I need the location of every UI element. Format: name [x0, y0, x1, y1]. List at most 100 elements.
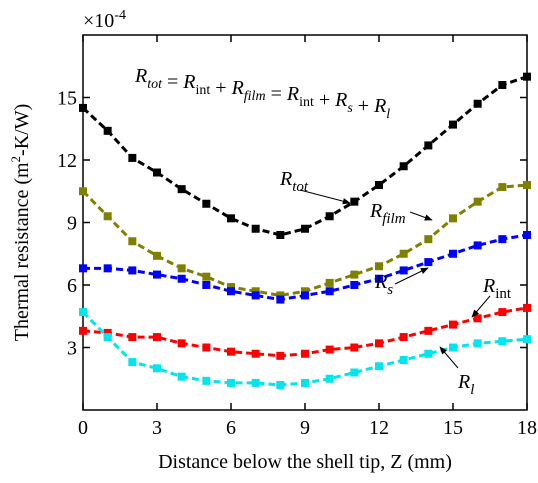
data-point — [350, 270, 359, 279]
data-point — [473, 99, 482, 108]
series-label-sub: film — [382, 211, 406, 227]
data-point — [227, 287, 235, 296]
data-point — [301, 224, 309, 233]
data-point — [227, 214, 235, 223]
equation-part: R — [134, 65, 147, 87]
data-point — [227, 347, 235, 356]
data-point — [202, 376, 211, 385]
equation: Rtot = Rint + Rfilm = Rint + Rs + Rl — [134, 65, 390, 122]
equation-part: R — [286, 83, 299, 105]
data-point — [375, 262, 383, 271]
data-point — [128, 153, 137, 162]
data-point — [202, 343, 211, 352]
data-point — [473, 197, 482, 206]
equation-part: R — [334, 89, 347, 111]
multiplier-base: ×10 — [83, 10, 114, 32]
data-point — [79, 103, 87, 112]
equation-sub: int — [196, 83, 211, 98]
multiplier-sup: -4 — [114, 8, 126, 23]
label-arrow — [299, 189, 351, 205]
data-point — [399, 333, 408, 342]
data-point — [473, 339, 482, 348]
label-arrow — [471, 295, 491, 318]
x-tick-label: 0 — [78, 417, 88, 439]
data-point — [325, 287, 334, 296]
series-label-sub: tot — [292, 179, 309, 195]
data-point — [301, 291, 309, 300]
data-point — [350, 343, 359, 352]
equation-sub: film — [244, 89, 266, 104]
x-tick-label: 6 — [226, 417, 236, 439]
data-point — [498, 235, 507, 244]
data-point — [350, 197, 359, 206]
data-point — [473, 241, 482, 250]
data-point — [424, 326, 433, 335]
y-tick-label: 12 — [57, 150, 77, 172]
y-tick-label: 15 — [57, 88, 77, 110]
data-point — [449, 214, 457, 223]
series-label-name: R — [457, 371, 470, 393]
data-point — [325, 212, 334, 221]
equation-sub: tot — [147, 77, 163, 92]
label-arrow — [439, 346, 459, 369]
data-point — [227, 378, 235, 387]
equation-part: R — [373, 95, 386, 117]
data-point — [523, 231, 531, 239]
x-axis-title: Distance below the shell tip, Z (mm) — [158, 451, 452, 473]
data-point — [79, 187, 87, 196]
data-point — [399, 356, 408, 364]
data-point — [251, 287, 260, 296]
series-label-name: R — [369, 200, 382, 222]
data-point — [251, 224, 260, 233]
data-point — [103, 328, 112, 337]
series-label: Rint — [482, 275, 512, 302]
data-point — [375, 362, 383, 371]
data-point — [177, 339, 186, 348]
data-point — [202, 199, 211, 208]
data-point — [153, 251, 161, 260]
x-tick-label: 15 — [443, 417, 463, 439]
data-point — [399, 266, 408, 275]
series-label-sub: l — [470, 382, 474, 398]
data-point — [523, 303, 531, 312]
data-point — [449, 120, 457, 129]
data-point — [128, 358, 137, 367]
data-point — [523, 181, 531, 189]
y-tick-label: 6 — [67, 275, 77, 297]
data-point — [177, 372, 186, 381]
data-point — [202, 272, 211, 281]
data-point — [251, 378, 260, 387]
data-point — [498, 81, 507, 89]
data-point — [498, 183, 507, 192]
equation-part: R — [182, 71, 195, 93]
series-label: Rs — [374, 271, 393, 298]
data-point — [301, 349, 309, 358]
data-point — [251, 291, 260, 300]
data-point — [128, 333, 137, 342]
data-point — [375, 339, 383, 348]
y-tick-label: 9 — [67, 213, 77, 235]
data-point — [301, 378, 309, 387]
x-tick-label: 18 — [517, 417, 537, 439]
equation-part: + — [353, 95, 374, 117]
data-point — [325, 345, 334, 354]
data-point — [301, 287, 309, 296]
data-point — [276, 291, 285, 300]
x-tick-label: 3 — [152, 417, 162, 439]
data-point — [449, 320, 457, 329]
data-point — [103, 333, 112, 342]
data-point — [449, 343, 457, 352]
equation-part: = — [266, 83, 287, 105]
data-point — [79, 326, 87, 335]
data-point — [424, 141, 433, 150]
data-point — [473, 314, 482, 323]
label-arrow — [409, 211, 433, 221]
data-point — [251, 349, 260, 358]
data-point — [202, 281, 211, 289]
series-label-name: R — [482, 275, 495, 297]
data-point — [153, 333, 161, 342]
data-point — [424, 349, 433, 358]
data-point — [177, 264, 186, 273]
data-point — [350, 368, 359, 377]
